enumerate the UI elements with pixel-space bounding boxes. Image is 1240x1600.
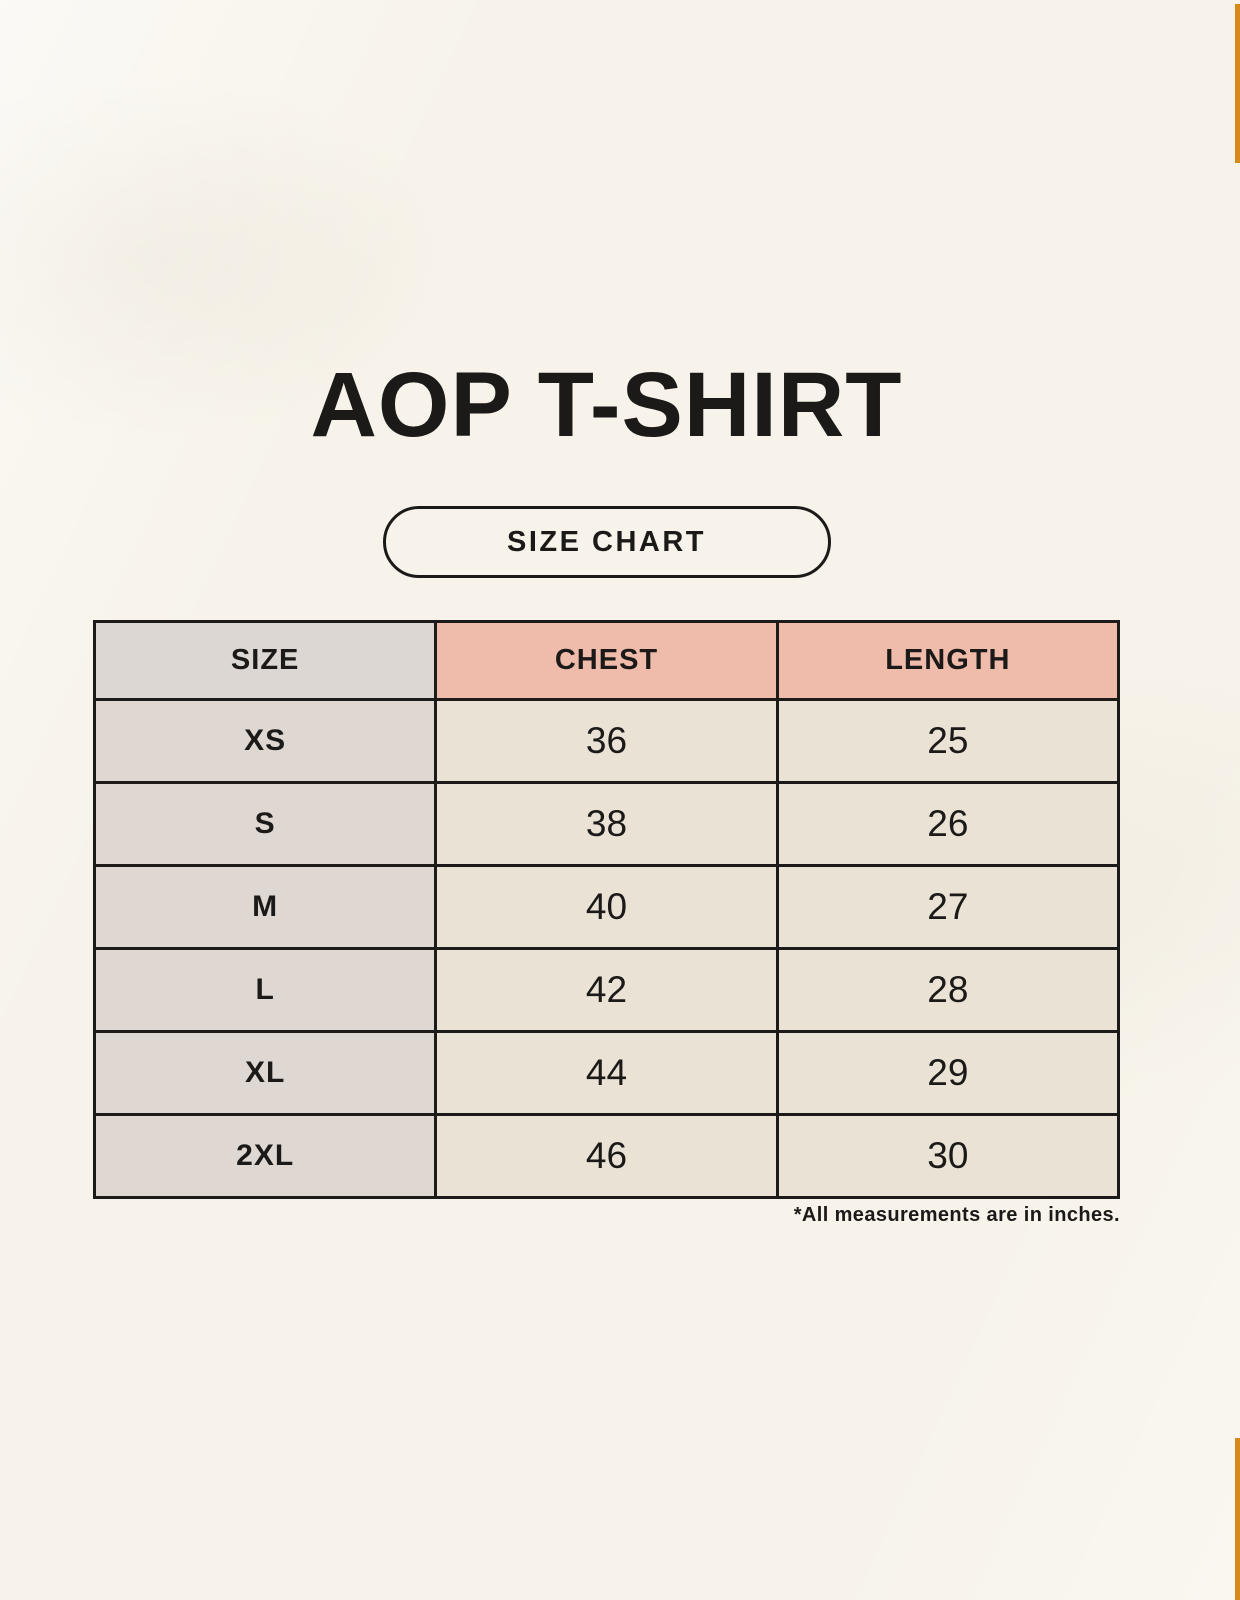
chest-cell: 36	[434, 698, 779, 784]
chest-cell: 38	[434, 781, 779, 867]
table-header-row: SIZE CHEST LENGTH	[92, 620, 1121, 701]
accent-bar-bottom	[1235, 1438, 1240, 1600]
size-cell: XL	[92, 1030, 438, 1116]
size-cell: XS	[92, 698, 438, 784]
accent-bar-top	[1235, 4, 1240, 163]
content-area: AOP T-SHIRT SIZE CHART SIZE CHEST LENGTH…	[92, 0, 1121, 1600]
chest-cell: 42	[434, 947, 779, 1033]
length-cell: 29	[775, 1030, 1121, 1116]
table-row: M 40 27	[92, 864, 1121, 950]
length-cell: 26	[775, 781, 1121, 867]
column-header-chest: CHEST	[434, 620, 779, 701]
length-cell: 28	[775, 947, 1121, 1033]
table-row: 2XL 46 30	[92, 1113, 1121, 1199]
chest-cell: 40	[434, 864, 779, 950]
length-cell: 30	[775, 1113, 1121, 1199]
measurements-footnote: *All measurements are in inches.	[793, 1204, 1120, 1226]
size-cell: S	[92, 781, 438, 867]
size-cell: M	[92, 864, 438, 950]
size-chart-table: SIZE CHEST LENGTH XS 36 25 S 38 26 M	[92, 620, 1121, 1199]
length-cell: 27	[775, 864, 1121, 950]
length-cell: 25	[775, 698, 1121, 784]
table-row: XS 36 25	[92, 698, 1121, 784]
size-chart-button[interactable]: SIZE CHART	[382, 506, 831, 578]
column-header-size: SIZE	[92, 620, 438, 701]
size-cell: 2XL	[92, 1113, 438, 1199]
table-row: L 42 28	[92, 947, 1121, 1033]
size-chart-button-label: SIZE CHART	[507, 525, 706, 558]
page-title: AOP T-SHIRT	[310, 354, 903, 456]
chest-cell: 46	[434, 1113, 779, 1199]
size-cell: L	[92, 947, 438, 1033]
chest-cell: 44	[434, 1030, 779, 1116]
column-header-length: LENGTH	[775, 620, 1121, 701]
table-row: XL 44 29	[92, 1030, 1121, 1116]
table-row: S 38 26	[92, 781, 1121, 867]
